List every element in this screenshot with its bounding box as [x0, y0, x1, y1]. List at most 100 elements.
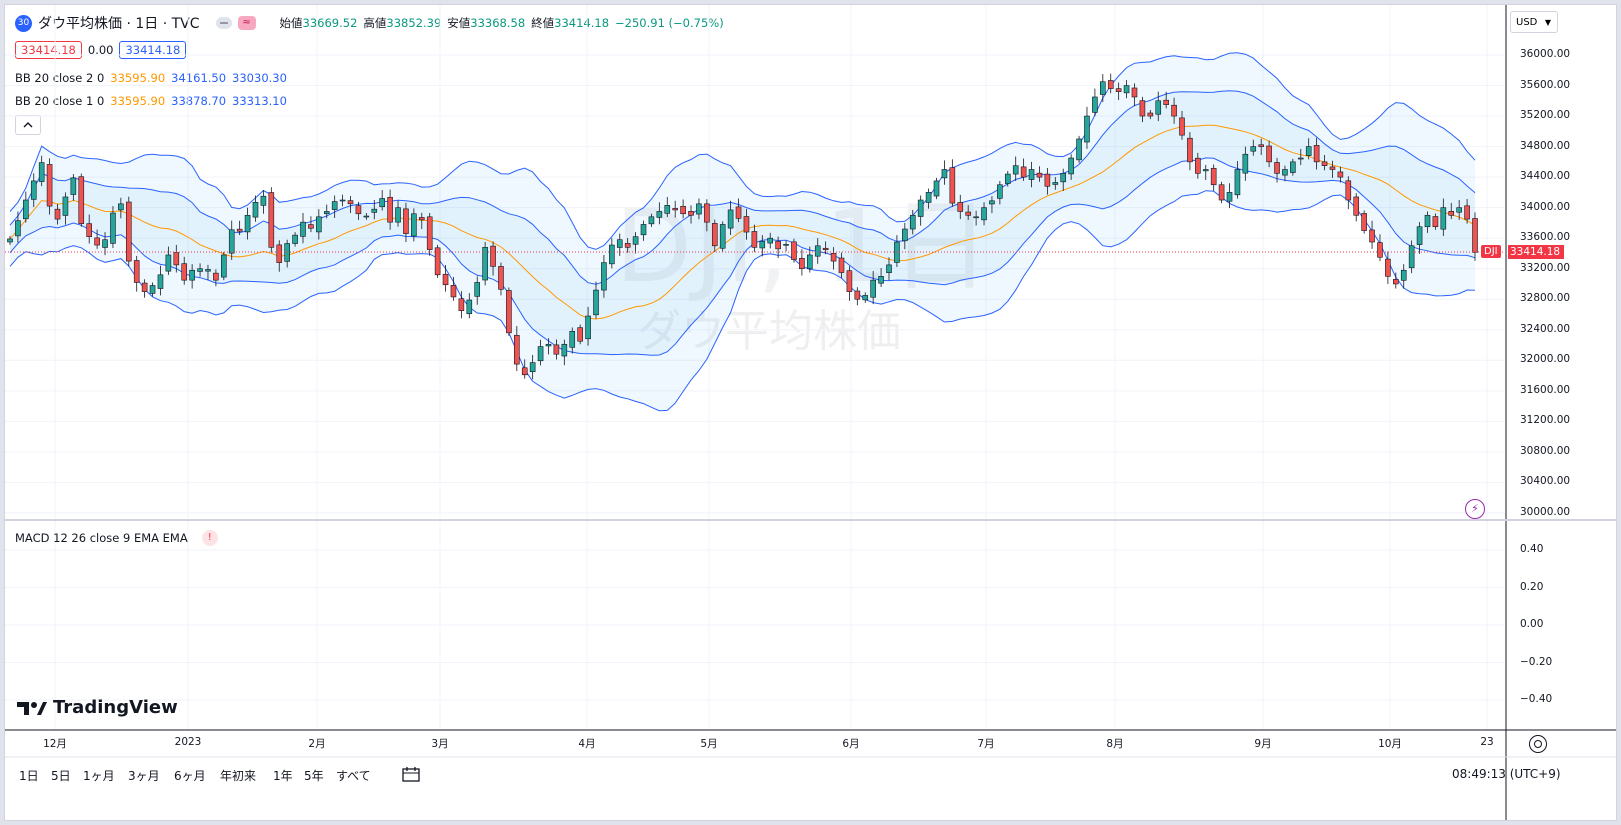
time-tick-label: 4月: [578, 738, 596, 750]
candle: [807, 246, 813, 273]
range-button[interactable]: 1年: [273, 769, 293, 783]
candle: [474, 276, 481, 305]
candle: [941, 160, 948, 185]
candle: [1440, 198, 1447, 237]
candle: [1218, 181, 1225, 204]
candle: [458, 291, 465, 319]
candle: [133, 255, 140, 292]
candle: [846, 266, 853, 301]
tradingview-logo[interactable]: TradingView: [17, 697, 178, 718]
candle: [933, 177, 940, 200]
candle: [236, 220, 243, 236]
alert-icon[interactable]: !: [201, 530, 218, 546]
candle: [593, 281, 599, 319]
candle: [1329, 160, 1336, 178]
candle: [553, 339, 560, 360]
candle: [1131, 83, 1138, 107]
clock-timezone[interactable]: 08:49:13 (UTC+9): [1452, 767, 1561, 781]
time-tick-label: 2023: [174, 736, 202, 748]
candle: [632, 232, 639, 254]
candle: [331, 195, 338, 219]
candle: [418, 212, 425, 230]
candle: [1123, 80, 1130, 99]
candle: [102, 232, 108, 256]
candle: [490, 241, 496, 276]
candles: [7, 73, 1478, 380]
candle: [545, 338, 552, 355]
candle: [1321, 154, 1328, 171]
currency-button[interactable]: USD ▼: [1510, 11, 1558, 33]
candle: [1210, 164, 1217, 191]
price-chart[interactable]: [5, 5, 1617, 821]
candle: [1147, 109, 1154, 120]
candle: [1004, 171, 1011, 187]
candle: [814, 238, 821, 264]
candle: [62, 192, 69, 225]
candle: [173, 244, 180, 273]
price-tick-label: 36000.00: [1520, 48, 1571, 60]
macd-legend[interactable]: MACD 12 26 close 9 EMA EMA !: [15, 530, 218, 546]
candle: [1424, 211, 1431, 233]
price-tick-label: 34400.00: [1520, 170, 1571, 183]
candle: [1313, 137, 1320, 170]
last-price-symbol: DJI: [1481, 245, 1501, 258]
symbol-title[interactable]: ダウ平均株価 · 1日 · TVC: [38, 16, 200, 32]
candle: [94, 229, 100, 249]
indicator-lower: 33313.10: [232, 94, 287, 108]
candle: [735, 198, 742, 223]
compare-toggle-icon[interactable]: [215, 17, 232, 29]
candle: [1076, 135, 1082, 163]
candle: [292, 232, 298, 247]
candle: [1432, 213, 1439, 230]
price-tick-label: 32000.00: [1520, 353, 1571, 366]
candle: [1242, 146, 1249, 181]
candle: [1179, 111, 1185, 140]
candle: [1266, 140, 1272, 168]
range-button[interactable]: 5年: [304, 769, 324, 783]
range-button[interactable]: 年初来: [220, 769, 257, 783]
settings-gear-icon[interactable]: [1529, 735, 1547, 753]
range-button[interactable]: 1ヶ月: [83, 769, 115, 783]
candle: [902, 222, 908, 250]
candle: [371, 200, 378, 220]
candle: [1100, 74, 1106, 103]
candle: [347, 196, 354, 213]
macd-tick-label: 0.20: [1520, 580, 1544, 593]
candle: [1464, 198, 1470, 224]
candle: [1297, 148, 1304, 166]
candle: [403, 202, 409, 242]
candle: [949, 159, 956, 207]
candle: [339, 194, 346, 207]
chevron-up-icon: [23, 122, 33, 128]
candle: [917, 195, 924, 226]
indicator-legend-bb2[interactable]: BB 20 close 2 0 33595.90 34161.50 33030.…: [15, 71, 287, 85]
candle: [656, 202, 663, 225]
candle: [965, 205, 971, 220]
range-button[interactable]: 6ヶ月: [174, 769, 206, 783]
candle: [1060, 168, 1067, 192]
indicator-legend-bb1[interactable]: BB 20 close 1 0 33595.90 33878.70 33313.…: [15, 94, 287, 108]
candle: [1115, 82, 1122, 101]
range-button[interactable]: 5日: [51, 769, 71, 783]
price-tick-label: 32400.00: [1520, 322, 1571, 335]
candle: [276, 240, 283, 272]
range-button[interactable]: 3ヶ月: [128, 769, 160, 783]
collapse-legend-button[interactable]: [15, 115, 41, 135]
candle: [1202, 164, 1209, 181]
candle: [1068, 154, 1074, 181]
ohlc-change: −250.91 (−0.75%): [615, 16, 724, 30]
candle: [355, 201, 362, 220]
candle: [1385, 251, 1391, 284]
indicator-basis: 33595.90: [110, 71, 166, 85]
chart-window: 30 ダウ平均株価 · 1日 · TVC ≈ 始値33669.52 高値3385…: [4, 4, 1617, 821]
date-range-calendar-icon[interactable]: [402, 766, 420, 782]
lightning-icon[interactable]: ⚡: [1465, 499, 1485, 519]
candle: [854, 287, 861, 306]
data-window-icon[interactable]: ≈: [237, 16, 256, 30]
candle: [141, 279, 148, 298]
range-button[interactable]: すべて: [336, 769, 371, 783]
candle: [482, 241, 488, 286]
range-button[interactable]: 1日: [19, 769, 39, 783]
indicator-upper: 34161.50: [171, 71, 227, 85]
brand-text: TradingView: [53, 697, 178, 718]
